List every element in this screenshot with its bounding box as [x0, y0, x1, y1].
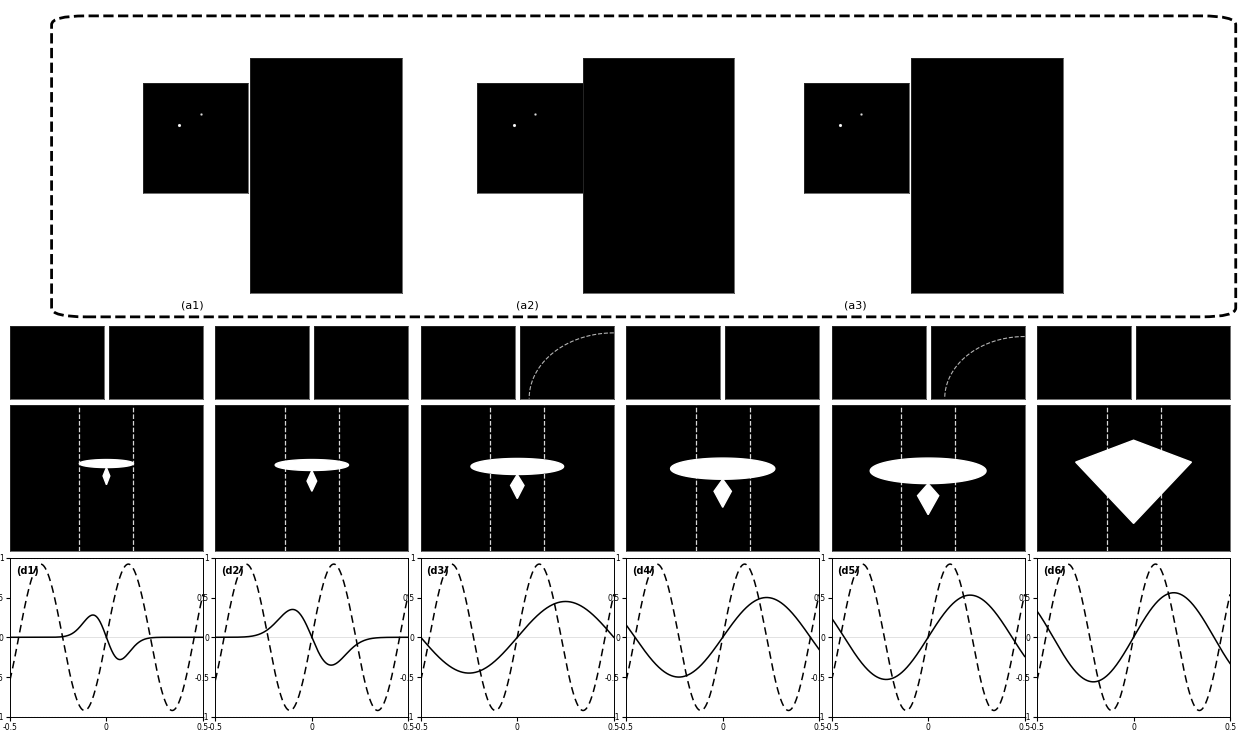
Polygon shape	[275, 460, 348, 470]
Polygon shape	[714, 479, 732, 507]
Text: (d5): (d5)	[837, 566, 861, 576]
Text: (d6): (d6)	[1043, 566, 1065, 576]
Polygon shape	[918, 483, 939, 515]
Polygon shape	[471, 458, 564, 474]
Polygon shape	[103, 468, 110, 485]
Polygon shape	[870, 458, 986, 483]
Text: (a1): (a1)	[181, 300, 203, 310]
Text: (d3): (d3)	[427, 566, 449, 576]
Text: (d4): (d4)	[632, 566, 655, 576]
Polygon shape	[671, 458, 775, 479]
Polygon shape	[79, 460, 134, 467]
Polygon shape	[511, 474, 525, 499]
Text: (a3): (a3)	[844, 300, 867, 310]
Polygon shape	[1075, 440, 1192, 523]
Text: (a2): (a2)	[516, 300, 538, 310]
Polygon shape	[308, 470, 316, 491]
FancyBboxPatch shape	[52, 16, 1236, 317]
Text: (d2): (d2)	[221, 566, 244, 576]
Text: (d1): (d1)	[16, 566, 38, 576]
